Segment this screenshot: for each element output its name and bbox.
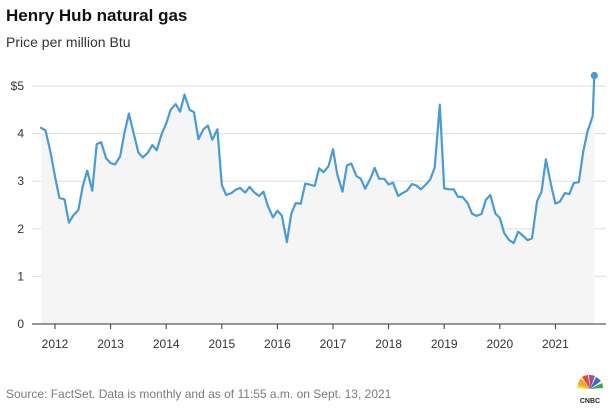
y-tick-label-2: 2 [17, 222, 24, 236]
x-axis-labels: 2012 2013 2014 2015 2016 2017 2018 2019 2020 2021 [42, 337, 569, 351]
x-tick-label-2012: 2012 [42, 337, 69, 351]
y-tick-label-0: 0 [17, 317, 24, 331]
y-axis-labels: 0 1 2 3 4 $5 [11, 79, 25, 331]
x-tick-label-2014: 2014 [153, 337, 180, 351]
x-tick-label-2017: 2017 [320, 337, 347, 351]
series-area-fill [41, 75, 595, 324]
cnbc-logo: CNBC [577, 374, 603, 405]
x-tick-label-2021: 2021 [542, 337, 569, 351]
source-note: Source: FactSet. Data is monthly and as … [6, 387, 392, 401]
x-tick-label-2016: 2016 [264, 337, 291, 351]
line-chart: 0 1 2 3 4 $5 2012 2013 2014 2015 2016 2017 2018 2019… [11, 71, 606, 351]
x-tick-label-2015: 2015 [208, 337, 235, 351]
last-point-marker [590, 71, 598, 80]
series-line-layer [40, 71, 598, 245]
chart-title: Henry Hub natural gas [6, 6, 188, 25]
x-tick-label-2018: 2018 [375, 337, 402, 351]
y-tick-label-1: 1 [17, 269, 24, 283]
x-tick-label-2020: 2020 [486, 337, 513, 351]
x-tick-label-2013: 2013 [97, 337, 124, 351]
x-tick-label-2019: 2019 [431, 337, 458, 351]
y-tick-label-3: 3 [17, 174, 24, 188]
chart-subtitle: Price per million Btu [6, 34, 131, 50]
logo-text: CNBC [580, 398, 600, 405]
y-tick-label-4: 4 [17, 127, 24, 141]
area-fill-layer [41, 75, 595, 324]
x-axis [32, 323, 606, 329]
series-line [40, 74, 596, 245]
y-tick-label-5: $5 [11, 79, 25, 93]
